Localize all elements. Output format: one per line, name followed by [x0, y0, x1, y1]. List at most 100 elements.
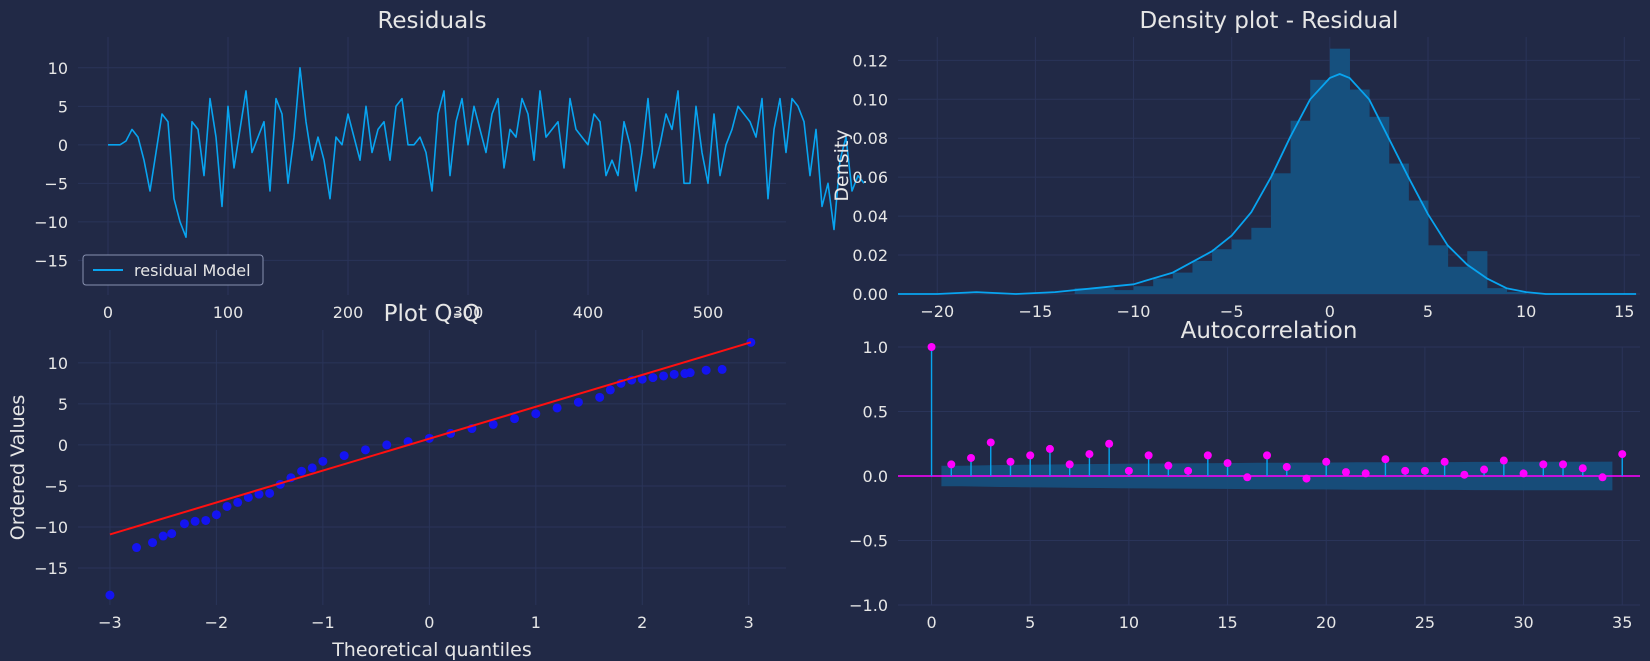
histogram-bar — [1270, 173, 1292, 294]
qq-point — [360, 445, 370, 455]
qq-point — [318, 456, 328, 466]
y-tick-label: 0.02 — [852, 246, 888, 265]
acf-marker — [1618, 450, 1627, 459]
histogram-bar — [1388, 163, 1409, 294]
acf-marker — [1223, 459, 1232, 468]
y-tick-label: −5 — [44, 174, 68, 193]
acf-marker — [1480, 465, 1489, 474]
histogram-bar — [1408, 200, 1429, 294]
acf-marker — [1420, 466, 1429, 475]
qq-point — [211, 510, 221, 520]
qq-fit-line — [109, 341, 752, 536]
qq-point — [510, 414, 520, 424]
qq-point — [233, 497, 243, 507]
x-tick-label: 0 — [1325, 302, 1335, 321]
acf-marker — [967, 453, 976, 462]
series-line-residual-model — [108, 67, 865, 238]
qq-point — [105, 590, 115, 600]
histogram-bar — [1447, 266, 1468, 294]
acf-marker — [1381, 455, 1390, 464]
x-tick-label: 100 — [213, 303, 244, 322]
qq-point — [307, 463, 317, 473]
qq-point — [717, 364, 727, 374]
acf-marker — [1499, 456, 1508, 465]
y-tick-label: 0 — [58, 136, 68, 155]
acf-marker — [1243, 473, 1252, 482]
qq-point — [179, 519, 189, 529]
chart-title: Plot Q-Q — [384, 301, 481, 327]
x-tick-label: 10 — [1516, 302, 1536, 321]
acf-marker — [1263, 451, 1272, 460]
qq-point — [254, 489, 264, 499]
x-tick-label: 0 — [103, 303, 113, 322]
histogram-bar — [1486, 288, 1508, 294]
histogram-bar — [1349, 89, 1370, 295]
y-axis-label: Density — [831, 129, 853, 201]
x-tick-label: 400 — [573, 303, 604, 322]
qq-point — [648, 373, 658, 383]
acf-marker — [1578, 464, 1587, 473]
legend-box — [82, 254, 264, 286]
acf-marker — [1124, 466, 1133, 475]
y-tick-label: 0.04 — [852, 207, 888, 226]
acf-marker — [1361, 469, 1370, 478]
kde-curve — [898, 73, 1637, 295]
x-tick-label: −20 — [920, 302, 954, 321]
acf-marker — [1401, 466, 1410, 475]
acf-marker — [1519, 469, 1528, 478]
qq-point — [158, 531, 168, 541]
qq-point — [685, 368, 695, 378]
histogram-bar — [1369, 116, 1390, 294]
acf-marker — [1085, 450, 1094, 459]
y-tick-label: 5 — [58, 97, 68, 116]
y-tick-label: 5 — [58, 395, 68, 414]
acf-marker — [1440, 457, 1449, 466]
qq-point — [488, 419, 498, 429]
acf-marker — [1559, 460, 1568, 469]
acf-marker — [1006, 457, 1015, 466]
y-tick-label: 10 — [48, 59, 68, 78]
qq-point — [265, 488, 275, 498]
y-tick-label: −15 — [34, 559, 68, 578]
chart-title: Residuals — [377, 8, 486, 34]
histogram-bar — [1231, 239, 1252, 294]
x-tick-label: 3 — [744, 613, 754, 632]
legend-label: residual Model — [134, 261, 251, 280]
qq-point — [382, 440, 392, 450]
y-tick-label: −10 — [34, 213, 68, 232]
qq-point — [243, 492, 253, 502]
x-tick-label: 0 — [424, 613, 434, 632]
qq-point — [573, 397, 583, 407]
qq-point — [132, 543, 142, 553]
histogram-bar — [1428, 245, 1449, 294]
acf-marker — [1341, 468, 1350, 477]
x-tick-label: 2 — [637, 613, 647, 632]
qq-point — [339, 451, 349, 461]
acf-marker — [1045, 444, 1054, 453]
y-tick-label: 1.0 — [863, 338, 888, 357]
qq-point — [637, 374, 647, 384]
y-tick-label: −10 — [34, 518, 68, 537]
histogram-bar — [1113, 290, 1135, 294]
chart-title: Density plot - Residual — [1140, 8, 1399, 34]
qq-point — [669, 369, 679, 379]
histogram-bar — [1074, 288, 1095, 294]
qq-point — [531, 409, 541, 419]
qq-point — [167, 529, 177, 539]
acf-marker — [927, 343, 936, 351]
acf-marker — [1026, 451, 1035, 460]
x-tick-label: 20 — [1316, 613, 1336, 632]
y-tick-label: 0.10 — [852, 90, 888, 109]
x-tick-label: −15 — [1019, 302, 1053, 321]
qq-point — [605, 385, 615, 395]
y-tick-label: 0.12 — [852, 51, 888, 70]
histogram-bar — [1192, 260, 1213, 294]
x-axis-label: Theoretical quantiles — [331, 639, 532, 661]
acf-marker — [1322, 457, 1331, 466]
histogram-bar — [1506, 292, 1527, 294]
qq-point — [222, 501, 232, 511]
y-tick-label: 0 — [58, 436, 68, 455]
histogram-bar — [1251, 227, 1272, 294]
x-tick-label: 300 — [453, 303, 484, 322]
